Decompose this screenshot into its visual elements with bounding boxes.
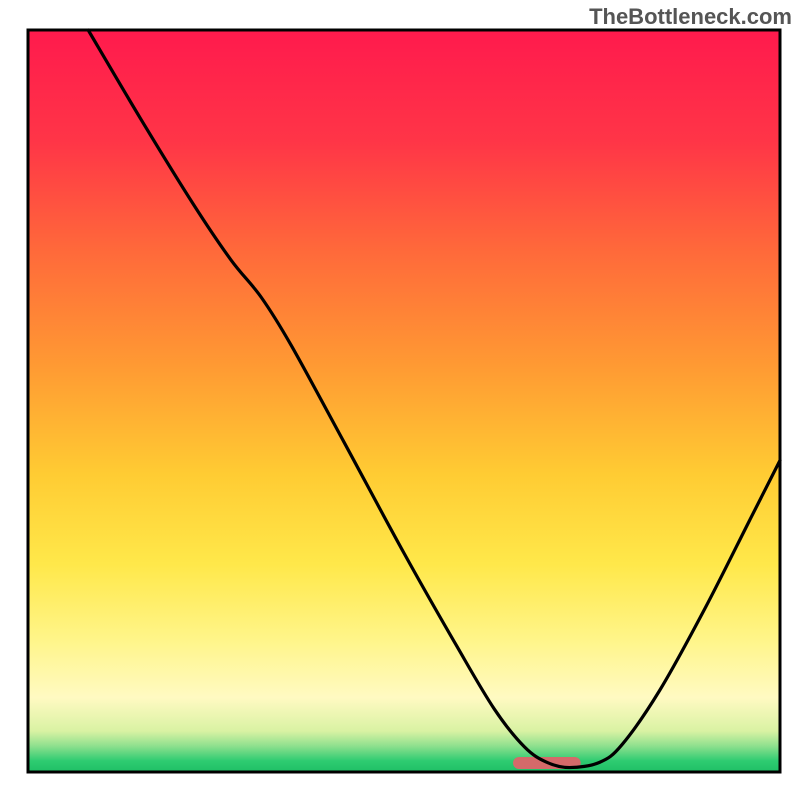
bottleneck-chart: TheBottleneck.com [0,0,800,800]
chart-svg [0,0,800,800]
gradient-background [28,30,780,772]
